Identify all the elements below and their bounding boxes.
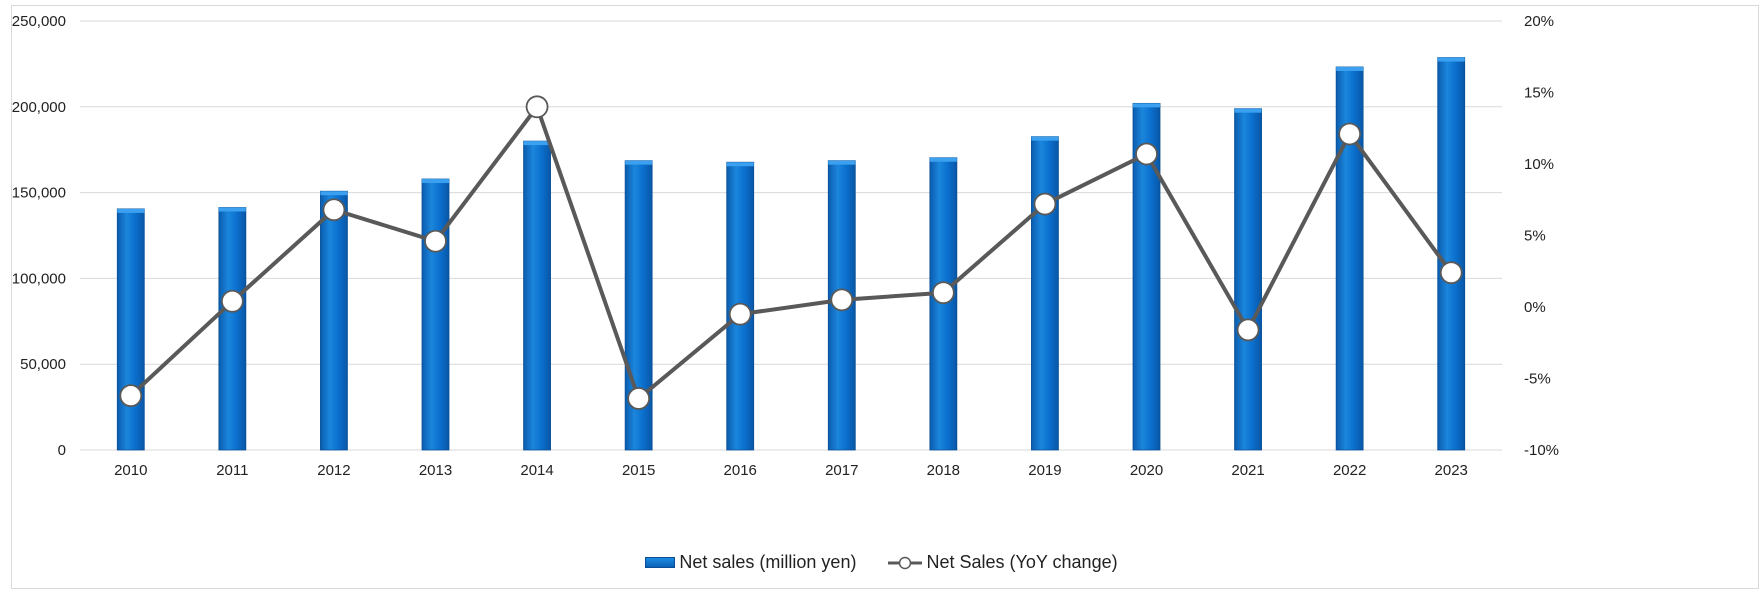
- left-axis-tick-label: 0: [58, 442, 66, 459]
- x-axis-tick-label: 2022: [1333, 462, 1366, 479]
- bar-top-highlight: [1336, 66, 1364, 71]
- x-axis-tick-label: 2015: [622, 462, 655, 479]
- bar-top-highlight: [523, 141, 551, 146]
- bar: [218, 207, 247, 451]
- left-axis-tick-label: 50,000: [20, 356, 66, 373]
- bar-top-highlight: [1437, 57, 1465, 62]
- bar: [523, 140, 551, 451]
- x-axis-tick-label: 2023: [1435, 462, 1468, 479]
- yoy-point: [830, 288, 854, 312]
- right-axis-tick-label: -5%: [1524, 371, 1551, 388]
- x-axis-tick-label: 2011: [216, 462, 248, 479]
- left-axis-tick-label: 250,000: [12, 13, 66, 30]
- yoy-point: [931, 281, 955, 305]
- yoy-point: [119, 384, 143, 408]
- bar: [421, 178, 450, 451]
- yoy-point: [1236, 318, 1260, 342]
- bar-top-highlight: [828, 160, 856, 165]
- x-axis-tick-label: 2012: [317, 462, 350, 479]
- bar-top-highlight: [218, 207, 246, 212]
- x-axis-tick-label: 2014: [520, 462, 553, 479]
- bar: [116, 208, 145, 451]
- bar-top-highlight: [422, 179, 449, 184]
- right-axis-tick-label: 10%: [1524, 156, 1554, 173]
- bar-top-highlight: [929, 157, 957, 162]
- legend-line-swatch: [888, 556, 923, 569]
- bar-top-highlight: [726, 162, 754, 167]
- yoy-point: [1439, 261, 1463, 285]
- bar-top-highlight: [625, 160, 653, 165]
- bar: [1234, 108, 1262, 451]
- x-axis-tick-label: 2016: [724, 462, 757, 479]
- yoy-point: [322, 198, 346, 222]
- right-axis-tick-label: 15%: [1524, 85, 1554, 102]
- yoy-point: [525, 95, 549, 119]
- x-axis-tick-label: 2020: [1130, 462, 1163, 479]
- bar-top-highlight: [1234, 108, 1262, 113]
- left-axis-tick-label: 150,000: [12, 185, 66, 202]
- x-axis-tick-label: 2017: [825, 462, 858, 479]
- right-axis-tick-label: 5%: [1524, 228, 1546, 245]
- bar-top-highlight: [117, 208, 145, 213]
- right-axis-tick-label: 0%: [1524, 299, 1546, 316]
- yoy-point: [1135, 142, 1158, 166]
- x-axis-tick-label: 2018: [927, 462, 960, 479]
- yoy-point: [728, 302, 752, 326]
- bar: [320, 190, 348, 451]
- yoy-point: [424, 229, 447, 253]
- yoy-point: [220, 289, 244, 313]
- yoy-point: [1338, 122, 1362, 146]
- right-axis-tick-label: -10%: [1524, 442, 1559, 459]
- bar: [1031, 136, 1059, 451]
- x-axis-tick-label: 2019: [1028, 462, 1061, 479]
- left-axis-tick-label: 100,000: [12, 270, 66, 287]
- yoy-point: [627, 387, 651, 410]
- bar-top-highlight: [1031, 136, 1059, 141]
- legend: Net sales (million yen) Net Sales (YoY c…: [0, 552, 1763, 573]
- left-axis-tick-label: 200,000: [12, 99, 66, 116]
- legend-item-yoy[interactable]: Net Sales (YoY change): [888, 552, 1118, 573]
- x-axis-tick-label: 2013: [419, 462, 452, 479]
- bar: [1437, 57, 1466, 451]
- right-axis-tick-label: 20%: [1524, 13, 1554, 30]
- bar-top-highlight: [320, 191, 348, 196]
- x-axis-tick-label: 2010: [114, 462, 147, 479]
- yoy-point: [1033, 192, 1057, 216]
- x-axis-tick-label: 2021: [1231, 462, 1264, 479]
- legend-label-yoy: Net Sales (YoY change): [926, 552, 1118, 572]
- bar-top-highlight: [1133, 103, 1160, 108]
- yoy-line: [129, 104, 1453, 401]
- legend-bar-swatch: [645, 557, 676, 568]
- legend-label-net-sales: Net sales (million yen): [679, 552, 857, 572]
- legend-item-net-sales[interactable]: Net sales (million yen): [645, 552, 856, 573]
